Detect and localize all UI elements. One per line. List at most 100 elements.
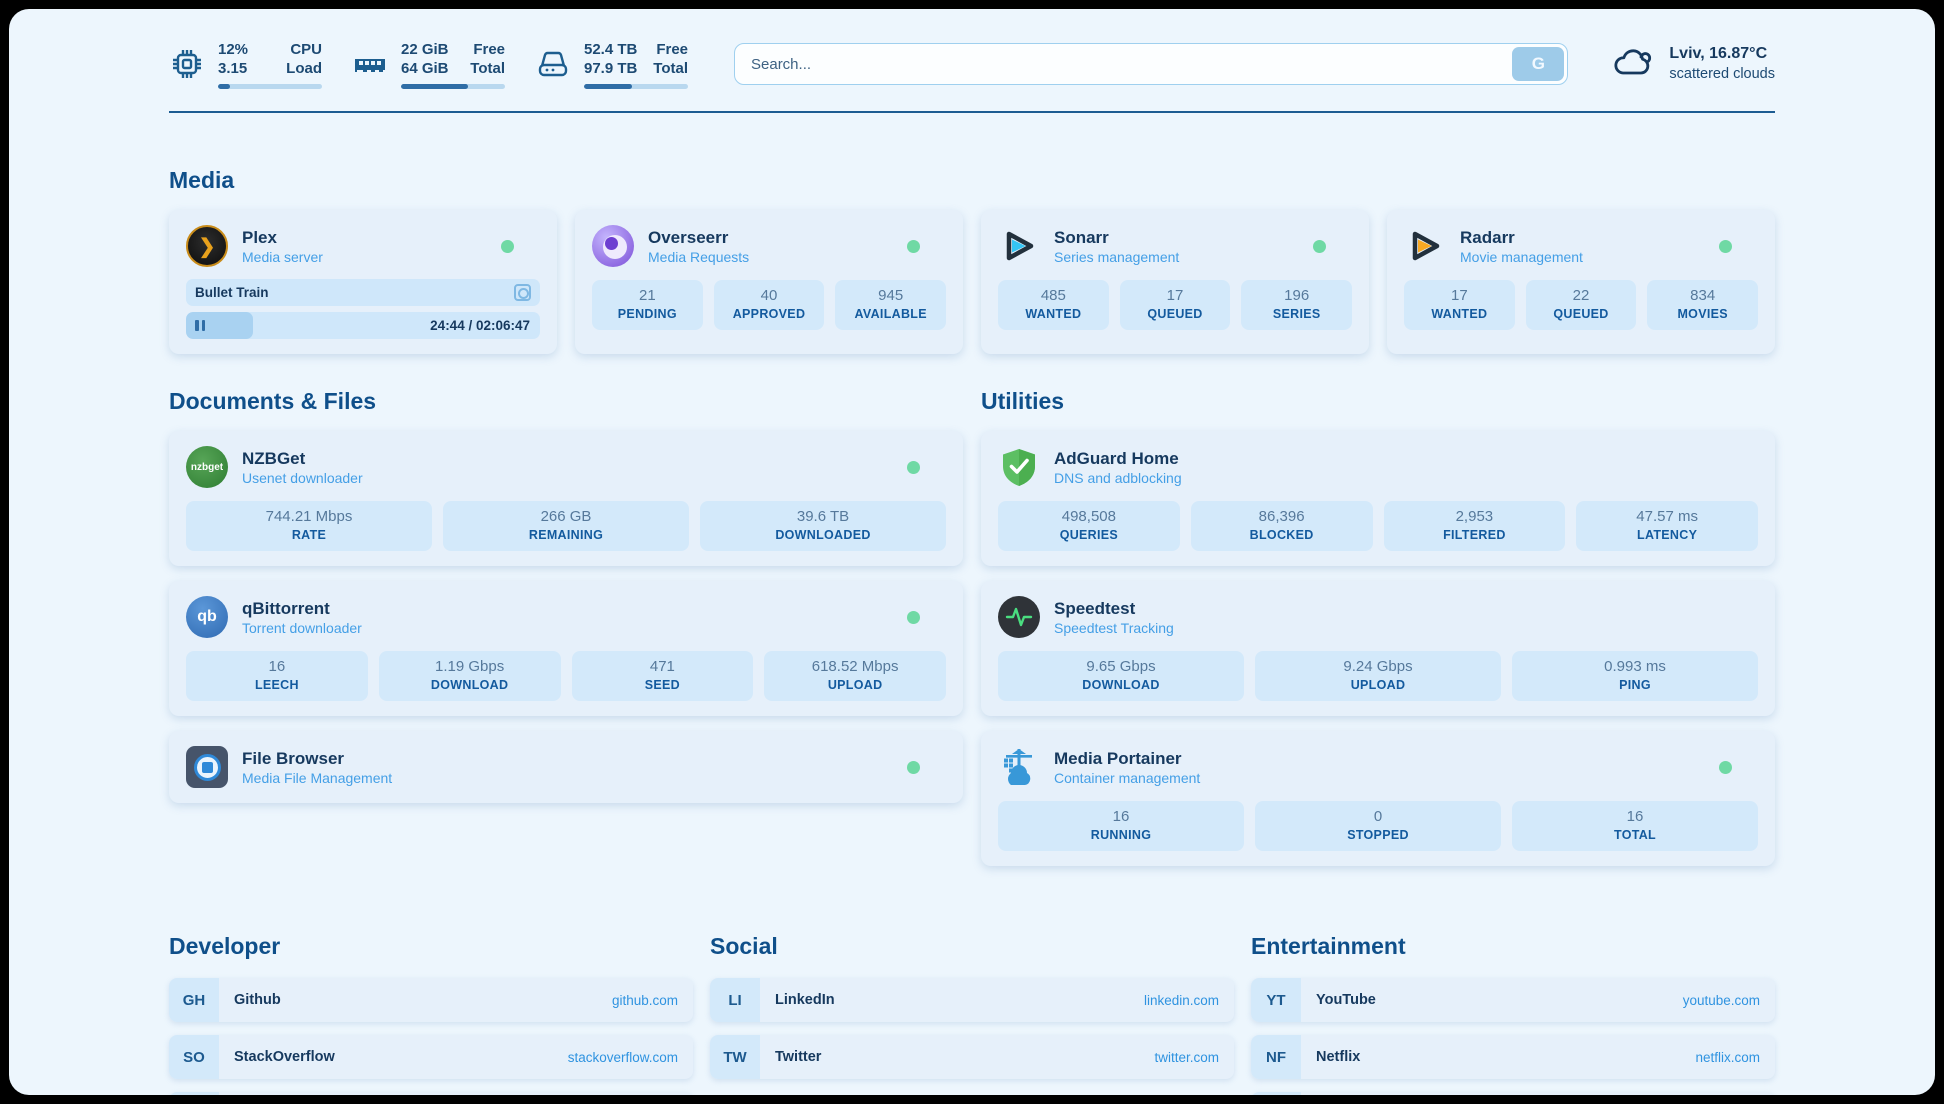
service-subtitle: Series management — [1054, 248, 1180, 265]
stat-box: 485 WANTED — [998, 280, 1109, 330]
status-dot-online — [1719, 239, 1732, 253]
card-sonarr[interactable]: Sonarr Series management 485 WANTED 17 QUE… — [981, 210, 1369, 354]
now-playing-title: Bullet Train — [195, 285, 269, 300]
section-media: Media ❯ Plex Media server Bullet Train — [169, 167, 1775, 354]
link-stackoverflow[interactable]: SO StackOverflow stackoverflow.com — [169, 1035, 693, 1079]
link-abbr: DT — [169, 1092, 219, 1095]
section-title-documents: Documents & Files — [169, 388, 377, 414]
stat-box: 47.57 ms LATENCY — [1576, 501, 1758, 551]
sonarr-icon — [998, 225, 1040, 267]
service-subtitle: Media File Management — [242, 769, 393, 786]
stat-label: UPLOAD — [827, 678, 883, 692]
link-abbr: SO — [169, 1035, 219, 1079]
link-name: StackOverflow — [234, 1049, 335, 1065]
cpu-stat: 12% CPU 3.15 Load — [169, 40, 322, 89]
google-search-button[interactable]: G — [1512, 47, 1565, 81]
stat-box: 945 AVAILABLE — [835, 280, 947, 330]
cpu-progress-bar — [218, 83, 322, 89]
stat-box: 2,953 FILTERED — [1383, 501, 1566, 551]
link-github[interactable]: GH Github github.com — [169, 978, 693, 1022]
stat-label: FILTERED — [1443, 528, 1506, 542]
link-linkedin[interactable]: LI LinkedIn linkedin.com — [710, 978, 1234, 1022]
stat-value: 16 — [1112, 808, 1130, 825]
weather-widget: Lviv, 16.87°C scattered clouds — [1610, 42, 1775, 87]
filebrowser-icon — [186, 746, 228, 788]
stat-box: 9.65 Gbps DOWNLOAD — [998, 651, 1244, 701]
stat-value: 945 — [878, 287, 904, 304]
stat-box: 196 SERIES — [1241, 280, 1353, 330]
link-dev[interactable]: DT DEV dev.to — [169, 1092, 693, 1095]
stat-box: 40 APPROVED — [713, 280, 825, 330]
service-subtitle: Torrent downloader — [242, 619, 362, 636]
card-portainer[interactable]: Media Portainer Container management 16 R… — [981, 731, 1775, 866]
pause-icon[interactable] — [195, 320, 205, 331]
section-title-developer: Developer — [169, 933, 281, 959]
link-abbr: RE — [1251, 1092, 1301, 1095]
card-plex[interactable]: ❯ Plex Media server Bullet Train 24:44 / — [169, 210, 557, 354]
service-subtitle: Container management — [1054, 769, 1201, 786]
stat-value: 17 — [1166, 287, 1184, 304]
link-name: Netflix — [1316, 1049, 1361, 1065]
stat-label: DOWNLOAD — [430, 678, 509, 692]
card-qbittorrent[interactable]: qb qBittorrent Torrent downloader 16 LEEC… — [169, 581, 963, 716]
stat-value: 16 — [268, 658, 286, 675]
video-icon — [514, 284, 531, 301]
stat-label: QUEUED — [1147, 307, 1203, 321]
stat-box: 16 LEECH — [186, 651, 368, 701]
service-name: Overseerr — [648, 227, 729, 247]
stat-box: 0 STOPPED — [1255, 801, 1501, 851]
dashboard-page: 12% CPU 3.15 Load — [9, 9, 1935, 1095]
stat-box: 498,508 QUERIES — [998, 501, 1180, 551]
stat-value: 266 GB — [540, 508, 592, 525]
stat-value: 40 — [760, 287, 778, 304]
disk-label-bottom: Total — [653, 59, 688, 77]
card-nzbget[interactable]: nzbget NZBGet Usenet downloader 744.21 M… — [169, 431, 963, 566]
link-name: YouTube — [1316, 992, 1376, 1008]
section-developer: Developer GH Github github.com SO StackO… — [169, 933, 693, 1095]
cloud-icon — [1610, 42, 1656, 87]
link-youtube[interactable]: YT YouTube youtube.com — [1251, 978, 1775, 1022]
stat-box: 86,396 BLOCKED — [1190, 501, 1373, 551]
section-title-entertainment: Entertainment — [1251, 933, 1406, 959]
card-radarr[interactable]: Radarr Movie management 17 WANTED 22 QUEUE… — [1387, 210, 1775, 354]
link-twitter[interactable]: TW Twitter twitter.com — [710, 1035, 1234, 1079]
ram-label-bottom: Total — [470, 59, 505, 77]
stat-box: 17 QUEUED — [1119, 280, 1231, 330]
stat-label: DOWNLOADED — [775, 528, 871, 542]
card-adguard[interactable]: AdGuard Home DNS and adblocking 498,508 Q… — [981, 431, 1775, 566]
stat-label: LATENCY — [1637, 528, 1698, 542]
stat-label: PING — [1619, 678, 1651, 692]
stat-value: 1.19 Gbps — [435, 658, 505, 675]
search-bar: G — [734, 43, 1569, 85]
status-dot-online — [907, 460, 920, 474]
link-url: youtube.com — [1682, 992, 1760, 1008]
service-name: File Browser — [242, 748, 345, 768]
stat-box: 17 WANTED — [1404, 280, 1515, 330]
ram-icon — [352, 46, 388, 82]
card-overseerr[interactable]: Overseerr Media Requests 21 PENDING 40 APP… — [575, 210, 963, 354]
stat-label: REMAINING — [528, 528, 604, 542]
stat-value: 47.57 ms — [1636, 508, 1698, 525]
service-subtitle: Usenet downloader — [242, 469, 363, 486]
ram-total-value: 64 GiB — [401, 59, 449, 77]
stat-label: RUNNING — [1090, 828, 1152, 842]
stat-value: 485 — [1040, 287, 1066, 304]
stat-value: 471 — [649, 658, 675, 675]
speedtest-icon — [998, 596, 1040, 638]
stat-box: 471 SEED — [571, 651, 754, 701]
card-filebrowser[interactable]: File Browser Media File Management — [169, 731, 963, 803]
cpu-label-bottom: Load — [286, 59, 322, 77]
disk-icon — [535, 46, 571, 82]
playback-progress-bar: 24:44 / 02:06:47 — [186, 312, 540, 339]
stat-box: 834 MOVIES — [1647, 280, 1759, 330]
stat-value: 744.21 Mbps — [265, 508, 353, 525]
link-netflix[interactable]: NF Netflix netflix.com — [1251, 1035, 1775, 1079]
search-input[interactable] — [734, 43, 1569, 85]
card-speedtest[interactable]: Speedtest Speedtest Tracking 9.65 Gbps DO… — [981, 581, 1775, 716]
stat-value: 618.52 Mbps — [811, 658, 899, 675]
link-reddit[interactable]: RE Reddit reddit.com — [1251, 1092, 1775, 1095]
playback-time: 24:44 / 02:06:47 — [430, 318, 530, 333]
stat-label: QUERIES — [1059, 528, 1119, 542]
stat-box: 16 RUNNING — [998, 801, 1244, 851]
